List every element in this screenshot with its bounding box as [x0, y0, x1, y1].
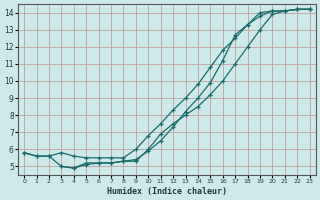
X-axis label: Humidex (Indice chaleur): Humidex (Indice chaleur): [107, 187, 227, 196]
